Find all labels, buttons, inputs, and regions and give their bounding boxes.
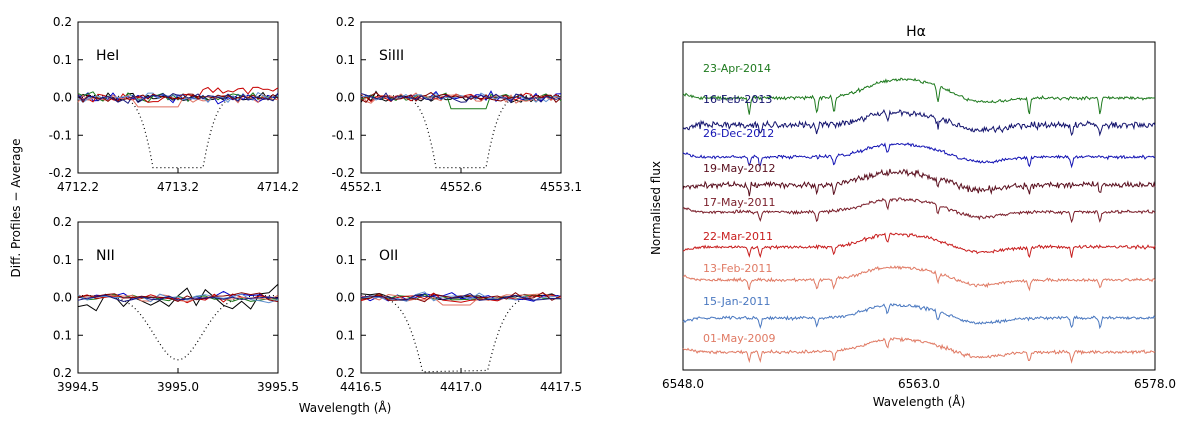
- ytick-label: 0.2: [336, 15, 355, 29]
- ytick-label: 0.2: [336, 215, 355, 229]
- xtick-label: 3994.5: [57, 380, 99, 394]
- panel-label: NII: [96, 248, 115, 264]
- ytick-label: 0.1: [336, 253, 355, 267]
- average-profile: [78, 295, 278, 361]
- ytick-label: -0.1: [332, 128, 355, 142]
- difference-series: [360, 293, 562, 301]
- ytick-label: 0.2: [53, 15, 72, 29]
- spectrum-01-May-2009: [682, 336, 1156, 364]
- halpha-frame: [682, 41, 1156, 371]
- difference-series: [360, 293, 562, 306]
- left-xlabel: Wavelength (Å): [299, 400, 392, 415]
- difference-series: [360, 92, 562, 103]
- right-xtick-1: 6563.0: [898, 377, 940, 391]
- spectrum-22-Mar-2011: [682, 232, 1156, 259]
- average-profile: [361, 295, 561, 373]
- spectrum-15-Jan-2011: [682, 302, 1156, 330]
- left-ylabel: Diff. Profiles − Average: [9, 139, 23, 278]
- spectrum-date-label: 01-May-2009: [703, 332, 775, 345]
- panel-label: HeI: [96, 48, 119, 64]
- xtick-label: 4553.1: [540, 180, 582, 194]
- halpha-plot: Hα Normalised flux Wavelength (Å) 6548.0…: [649, 24, 1176, 409]
- right-ylabel: Normalised flux: [649, 161, 663, 255]
- ytick-label: 0.1: [53, 53, 72, 67]
- halpha-title: Hα: [906, 24, 926, 40]
- ytick-label: -0.2: [49, 166, 72, 180]
- spectrum-date-label: 19-May-2012: [703, 162, 775, 175]
- average-profile: [361, 95, 561, 169]
- spectrum-date-label: 22-Mar-2011: [703, 230, 773, 243]
- difference-series: [360, 92, 562, 110]
- spectrum-16-Feb-2013: [682, 109, 1156, 137]
- difference-series: [360, 292, 562, 303]
- difference-series: [77, 294, 279, 303]
- ytick-label: -0.1: [49, 128, 72, 142]
- right-xtick-0: 6548.0: [662, 377, 704, 391]
- difference-series: [77, 92, 279, 105]
- ytick-label: 0.2: [336, 366, 355, 380]
- xtick-label: 3995.5: [257, 380, 299, 394]
- spectrum-date-label: 15-Jan-2011: [703, 295, 771, 308]
- ytick-label: 0.0: [336, 91, 355, 105]
- right-xlabel: Wavelength (Å): [873, 394, 966, 409]
- xtick-label: 4552.1: [340, 180, 382, 194]
- spectrum-date-label: 26-Dec-2012: [703, 127, 774, 140]
- spectrum-date-label: 13-Feb-2011: [703, 262, 772, 275]
- xtick-label: 4416.5: [340, 380, 382, 394]
- spectrum-date-label: 16-Feb-2013: [703, 93, 772, 106]
- spectrum-date-label: 17-May-2011: [703, 196, 775, 209]
- xtick-label: 4552.6: [440, 180, 482, 194]
- spectrum-13-Feb-2011: [682, 265, 1156, 292]
- panel-label: SiIII: [379, 48, 404, 64]
- spectrum-19-May-2012: [682, 168, 1156, 197]
- xtick-label: 3995.0: [157, 380, 199, 394]
- ytick-label: 0.2: [53, 215, 72, 229]
- spectrum-23-Apr-2014: [682, 77, 1156, 115]
- ytick-label: 0.1: [336, 328, 355, 342]
- xtick-label: 4417.5: [540, 380, 582, 394]
- xtick-label: 4713.2: [157, 180, 199, 194]
- spectrum-17-May-2011: [682, 197, 1156, 224]
- right-xtick-2: 6578.0: [1134, 377, 1176, 391]
- ytick-label: 0.2: [53, 366, 72, 380]
- ytick-label: 0.1: [336, 53, 355, 67]
- ytick-label: 0.0: [53, 291, 72, 305]
- ytick-label: -0.2: [332, 166, 355, 180]
- difference-series: [77, 292, 279, 303]
- difference-series: [360, 293, 562, 301]
- xtick-label: 4714.2: [257, 180, 299, 194]
- spectrum-26-Dec-2012: [682, 142, 1156, 169]
- ytick-label: 0.0: [336, 291, 355, 305]
- panel-label: OII: [379, 248, 398, 264]
- xtick-label: 4417.0: [440, 380, 482, 394]
- ytick-label: 0.1: [53, 328, 72, 342]
- xtick-label: 4712.2: [57, 180, 99, 194]
- ytick-label: 0.0: [53, 91, 72, 105]
- difference-series: [77, 92, 279, 105]
- ytick-label: 0.1: [53, 253, 72, 267]
- spectrum-date-label: 23-Apr-2014: [703, 62, 771, 75]
